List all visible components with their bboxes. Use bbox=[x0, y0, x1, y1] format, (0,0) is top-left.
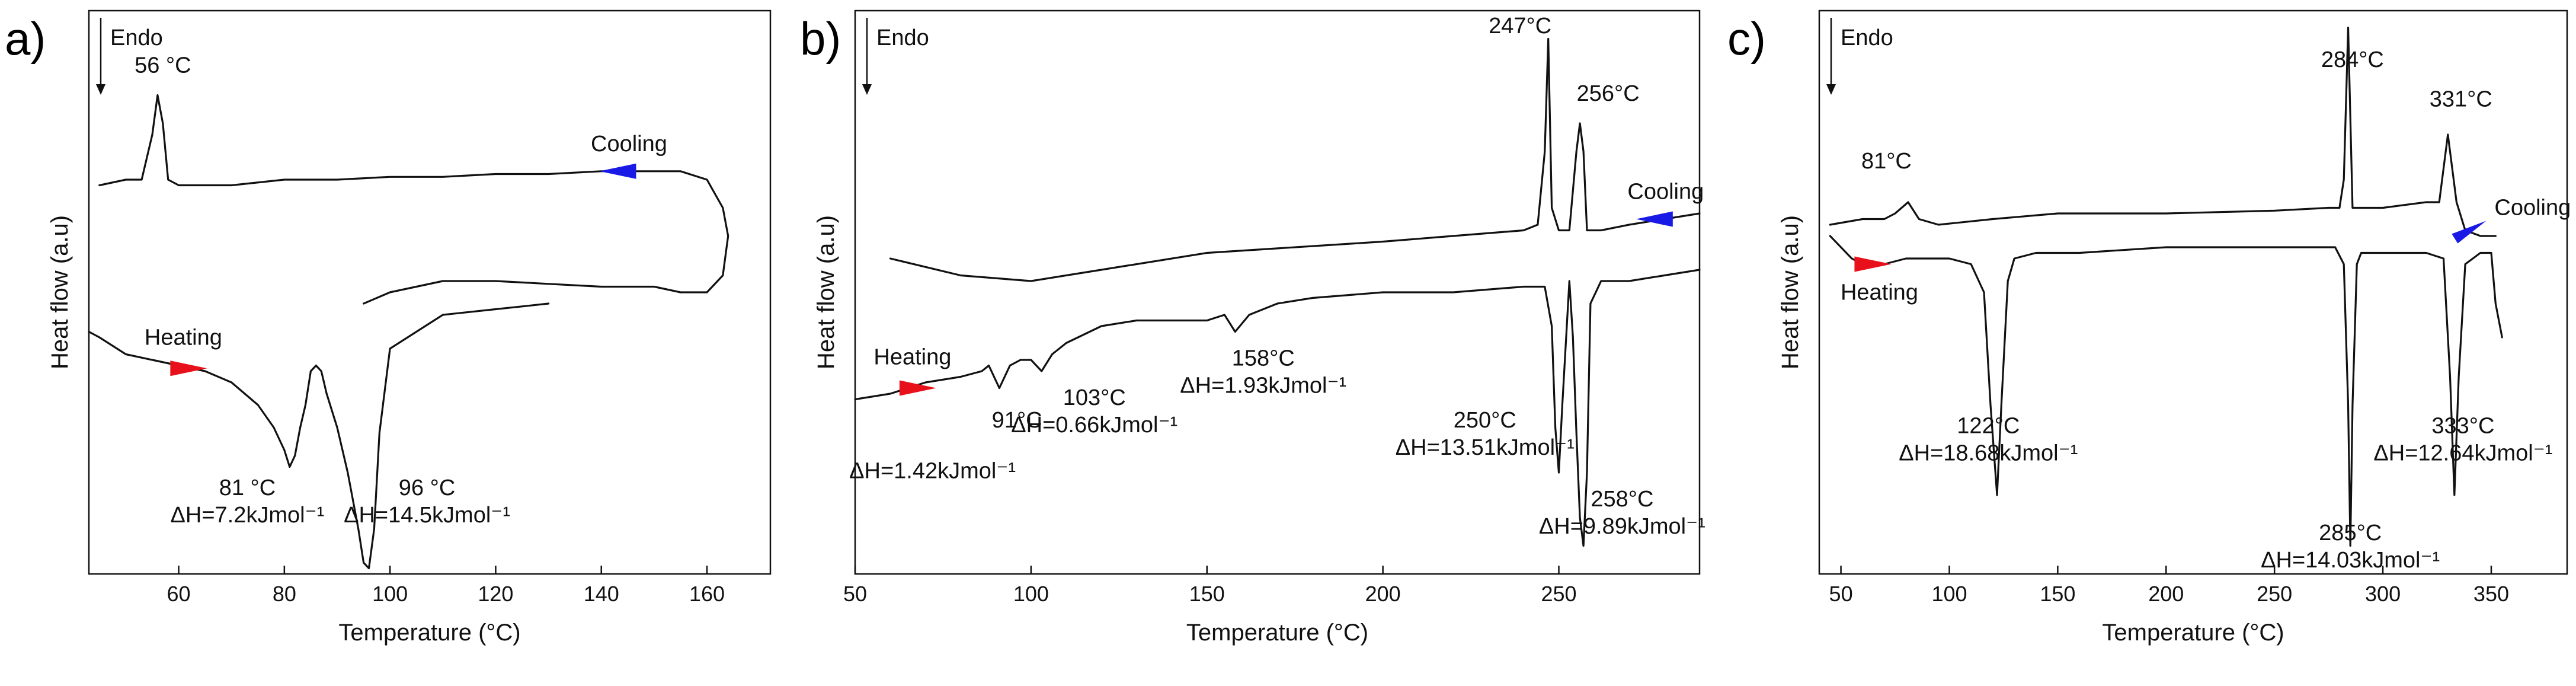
annotation-peak96-dh: ΔH=14.5kJmol⁻¹ bbox=[344, 503, 510, 528]
x-tick-label: 100 bbox=[1931, 582, 1967, 606]
x-tick-label: 250 bbox=[1541, 582, 1576, 606]
annotation-peak56: 56 °C bbox=[135, 53, 191, 78]
cooling-arrow bbox=[599, 163, 636, 179]
x-tick-label: 160 bbox=[689, 582, 725, 606]
cooling-curve bbox=[1829, 26, 2497, 237]
x-tick-label: 120 bbox=[478, 582, 513, 606]
x-tick-label: 200 bbox=[2148, 582, 2184, 606]
x-tick-label: 60 bbox=[167, 582, 191, 606]
heating-curve bbox=[88, 302, 550, 570]
cooling-label: Cooling bbox=[591, 132, 667, 157]
x-tick-label: 350 bbox=[2473, 582, 2509, 606]
endo-arrow-head bbox=[1826, 84, 1836, 95]
panel-2: b) 50 100 150 200 250 Temperature (°C) Heat flo… bbox=[800, 9, 1705, 646]
annotation-peak333: 333°C bbox=[2431, 414, 2494, 439]
endo-label: Endo bbox=[876, 25, 929, 50]
y-axis-title: Heat flow (a.u) bbox=[1777, 215, 1803, 369]
heating-arrow bbox=[899, 380, 936, 396]
x-tick-label: 80 bbox=[273, 582, 296, 606]
heating-curve bbox=[1829, 235, 2503, 547]
panel-1: a) 60 80 100 120 140 160 Temperature (°C) Heat f… bbox=[5, 9, 772, 646]
annotation-peak158: 158°C bbox=[1232, 346, 1295, 371]
cooling-label: Cooling bbox=[2494, 196, 2571, 221]
x-tick-label: 50 bbox=[843, 582, 867, 606]
endo-label: Endo bbox=[110, 25, 163, 50]
heating-arrow bbox=[1854, 256, 1892, 272]
endo-arrow-head bbox=[96, 84, 105, 95]
annotation-peak285: 285°C bbox=[2319, 521, 2382, 545]
annotation-peak247: 247°C bbox=[1489, 14, 1551, 39]
annotation-peak284: 284°C bbox=[2321, 47, 2384, 72]
panel-letter: b) bbox=[800, 12, 841, 65]
annotation-peak103: 103°C bbox=[1063, 385, 1126, 410]
annotation-dh91: ΔH=1.42kJmol⁻¹ bbox=[849, 459, 1016, 484]
x-tick-label: 150 bbox=[2040, 582, 2075, 606]
heating-curve bbox=[854, 269, 1701, 547]
annotation-peak96: 96 °C bbox=[399, 476, 455, 500]
panel-3: c) 50 100 150 200 250 300 350 Temperature (°C) He… bbox=[1727, 9, 2571, 646]
annotation-peak81: 81°C bbox=[1861, 149, 1912, 174]
annotation-peak250: 250°C bbox=[1454, 408, 1516, 433]
cooling-arrow bbox=[1636, 211, 1673, 227]
heating-label: Heating bbox=[145, 325, 222, 350]
annotation-peak333-dh: ΔH=12.64kJmol⁻¹ bbox=[2373, 441, 2552, 466]
annotation-peak258: 258°C bbox=[1591, 487, 1653, 512]
x-axis-title: Temperature (°C) bbox=[338, 620, 520, 646]
heating-arrow bbox=[170, 360, 207, 376]
x-tick-label: 200 bbox=[1365, 582, 1401, 606]
annotation-peak81-dh: ΔH=7.2kJmol⁻¹ bbox=[171, 503, 325, 528]
x-tick-label: 140 bbox=[584, 582, 619, 606]
annotation-peak250-dh: ΔH=13.51kJmol⁻¹ bbox=[1396, 435, 1575, 460]
heating-label: Heating bbox=[873, 345, 951, 370]
y-axis-title: Heat flow (a.u) bbox=[47, 215, 73, 369]
annotation-peak122-dh: ΔH=18.68kJmol⁻¹ bbox=[1899, 441, 2078, 466]
x-tick-label: 100 bbox=[372, 582, 408, 606]
annotation-peak158-dh: ΔH=1.93kJmol⁻¹ bbox=[1180, 374, 1346, 398]
plot-frame bbox=[854, 9, 1701, 575]
x-axis-title: Temperature (°C) bbox=[2102, 620, 2284, 646]
endo-arrow-head bbox=[862, 84, 872, 95]
annotation-peak258-dh: ΔH=9.89kJmol⁻¹ bbox=[1539, 514, 1705, 539]
annotation-peak331: 331°C bbox=[2430, 87, 2492, 112]
cooling-label: Cooling bbox=[1627, 180, 1704, 205]
y-axis-title: Heat flow (a.u) bbox=[813, 215, 839, 369]
panel-letter: c) bbox=[1727, 12, 1766, 65]
annotation-peak103-dh: ΔH=0.66kJmol⁻¹ bbox=[1011, 413, 1177, 438]
cooling-arrow bbox=[2452, 221, 2487, 244]
annotation-peak81: 81 °C bbox=[219, 476, 276, 500]
x-tick-label: 50 bbox=[1829, 582, 1853, 606]
x-tick-label: 250 bbox=[2257, 582, 2292, 606]
heating-label: Heating bbox=[1841, 280, 1918, 305]
x-tick-label: 150 bbox=[1189, 582, 1225, 606]
cooling-curve bbox=[889, 37, 1701, 282]
x-tick-label: 100 bbox=[1013, 582, 1049, 606]
annotation-peak91: 91°C bbox=[992, 408, 1042, 433]
endo-label: Endo bbox=[1841, 25, 1893, 50]
panel-letter: a) bbox=[5, 12, 46, 65]
annotation-peak285-dh: ΔH=14.03kJmol⁻¹ bbox=[2261, 548, 2440, 573]
x-tick-label: 300 bbox=[2365, 582, 2401, 606]
annotation-peak256: 256°C bbox=[1577, 81, 1640, 106]
cooling-curve bbox=[98, 94, 729, 305]
x-axis-title: Temperature (°C) bbox=[1186, 620, 1368, 646]
plot-frame bbox=[1818, 9, 2568, 575]
plot-frame bbox=[88, 9, 772, 575]
annotation-peak122: 122°C bbox=[1957, 414, 2020, 439]
